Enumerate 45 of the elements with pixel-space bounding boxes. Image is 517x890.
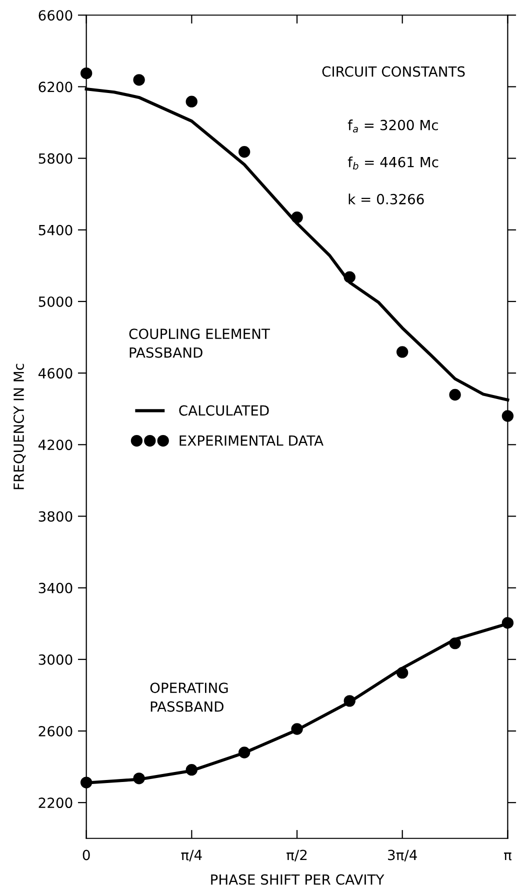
point [291,212,303,224]
point [449,637,461,650]
annotation: CIRCUIT CONSTANTS [322,66,465,77]
x-tick-label: 3π/4 [388,850,417,862]
legend-label: CALCULATED [179,405,269,416]
y-tick-label: 5000 [38,296,72,307]
point [186,764,198,776]
y-tick-label: 4200 [38,440,72,450]
x-tick-label: π/2 [286,850,307,862]
point [449,388,461,401]
x-tick-label: π/4 [181,850,202,862]
annotation: k = 0.3266 [348,194,424,204]
y-tick-label: 2600 [38,726,72,736]
point [291,723,303,735]
x-tick-label: 0 [82,850,90,860]
y-tick-label: 4600 [38,368,72,379]
point [133,74,145,86]
point [238,146,250,158]
y-tick-label: 3800 [38,511,72,522]
y-tick-label: 3000 [38,654,72,665]
annotation: COUPLING ELEMENT PASSBAND [129,328,270,358]
point [396,346,408,358]
point [133,772,145,784]
annotation: f$_{a}$ = 3200 Mc [348,120,438,133]
y-tick-label: 6200 [38,82,72,92]
y-tick-label: 2200 [38,798,72,808]
point [344,695,356,707]
point [344,271,356,283]
point [396,666,408,679]
y-tick-label: 5800 [38,153,72,164]
point [238,746,250,758]
y-tick-label: 6600 [38,10,72,21]
point [502,617,514,629]
y-axis-title: FREQUENCY IN Mc [13,364,26,490]
y-tick-label: 3400 [38,582,72,594]
annotation: f$_{b}$ = 4461 Mc [348,156,438,170]
y-tick-label: 5400 [38,224,72,236]
x-tick-label: π [504,852,512,860]
point [80,67,92,80]
x-axis-title: PHASE SHIFT PER CAVITY [211,874,384,885]
annotation: OPERATING PASSBAND [150,682,228,712]
point [502,410,514,422]
point [80,776,92,788]
legend-label: EXPERIMENTAL DATA [180,436,324,446]
point [186,96,198,108]
